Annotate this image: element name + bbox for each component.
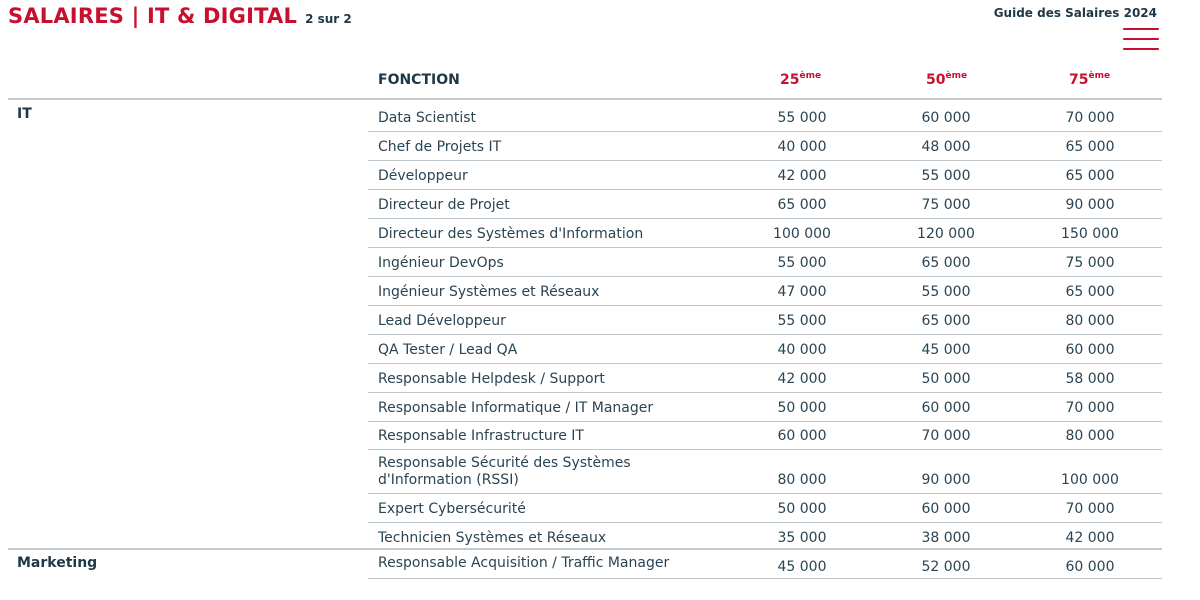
table-cell-p25: 55 000 bbox=[777, 110, 827, 126]
table-cell-p25: 42 000 bbox=[777, 371, 827, 387]
table-cell-p25: 55 000 bbox=[777, 313, 827, 329]
row-divider bbox=[368, 305, 1162, 306]
row-divider bbox=[368, 449, 1162, 450]
table-cell-p75: 70 000 bbox=[1065, 110, 1115, 126]
table-cell-p50: 55 000 bbox=[921, 284, 971, 300]
table-cell-p75: 80 000 bbox=[1065, 428, 1115, 444]
table-row-fonction: Responsable Informatique / IT Manager bbox=[378, 400, 654, 416]
table-cell-p25: 35 000 bbox=[777, 530, 827, 546]
table-cell-p25: 42 000 bbox=[777, 168, 827, 184]
table-cell-p75: 75 000 bbox=[1065, 255, 1115, 271]
table-cell-p50: 50 000 bbox=[921, 371, 971, 387]
table-cell-p50: 60 000 bbox=[921, 400, 971, 416]
table-cell-p25: 80 000 bbox=[777, 472, 827, 488]
table-cell-p75: 58 000 bbox=[1065, 371, 1115, 387]
table-row-fonction: Responsable Sécurité des Systèmes d'Info… bbox=[378, 455, 631, 488]
table-row-fonction: Ingénieur Systèmes et Réseaux bbox=[378, 284, 600, 300]
table-cell-p50: 60 000 bbox=[921, 501, 971, 517]
table-row-fonction: Expert Cybersécurité bbox=[378, 501, 526, 517]
table-row-fonction: Responsable Infrastructure IT bbox=[378, 428, 584, 444]
column-header-p50: 50ème bbox=[926, 71, 968, 89]
row-divider bbox=[368, 522, 1162, 523]
table-cell-p50: 45 000 bbox=[921, 342, 971, 358]
table-cell-p25: 47 000 bbox=[777, 284, 827, 300]
row-divider bbox=[368, 578, 1162, 579]
header-divider bbox=[8, 98, 1162, 100]
table-row-fonction: Directeur des Systèmes d'Information bbox=[378, 226, 644, 242]
category-divider bbox=[8, 548, 1162, 550]
category-label-it: IT bbox=[17, 106, 32, 122]
table-row-fonction: QA Tester / Lead QA bbox=[378, 342, 518, 358]
table-cell-p75: 100 000 bbox=[1061, 472, 1119, 488]
table-cell-p75: 70 000 bbox=[1065, 501, 1115, 517]
table-cell-p50: 52 000 bbox=[921, 559, 971, 575]
row-divider bbox=[368, 493, 1162, 494]
table-row-fonction: Directeur de Projet bbox=[378, 197, 510, 213]
table-cell-p75: 65 000 bbox=[1065, 139, 1115, 155]
row-divider bbox=[368, 276, 1162, 277]
table-row-fonction: Data Scientist bbox=[378, 110, 476, 126]
row-divider bbox=[368, 247, 1162, 248]
table-cell-p50: 48 000 bbox=[921, 139, 971, 155]
table-cell-p25: 100 000 bbox=[773, 226, 831, 242]
table-cell-p50: 60 000 bbox=[921, 110, 971, 126]
row-divider bbox=[368, 160, 1162, 161]
column-header-fonction: FONCTION bbox=[378, 72, 460, 88]
table-cell-p50: 120 000 bbox=[917, 226, 975, 242]
table-cell-p50: 65 000 bbox=[921, 313, 971, 329]
table-cell-p75: 80 000 bbox=[1065, 313, 1115, 329]
row-divider bbox=[368, 392, 1162, 393]
table-cell-p25: 50 000 bbox=[777, 400, 827, 416]
table-row-fonction: Développeur bbox=[378, 168, 468, 184]
column-header-p25: 25ème bbox=[780, 71, 822, 89]
column-header-p75: 75ème bbox=[1069, 71, 1111, 89]
table-cell-p75: 70 000 bbox=[1065, 400, 1115, 416]
table-cell-p75: 65 000 bbox=[1065, 168, 1115, 184]
table-row-fonction: Responsable Acquisition / Traffic Manage… bbox=[378, 555, 670, 571]
table-cell-p75: 60 000 bbox=[1065, 342, 1115, 358]
table-cell-p75: 65 000 bbox=[1065, 284, 1115, 300]
page-title: SALAIRES | IT & DIGITAL bbox=[8, 4, 298, 28]
table-cell-p75: 60 000 bbox=[1065, 559, 1115, 575]
page-title-block: SALAIRES | IT & DIGITAL 2 sur 2 bbox=[8, 4, 352, 28]
table-cell-p50: 75 000 bbox=[921, 197, 971, 213]
table-cell-p25: 40 000 bbox=[777, 342, 827, 358]
guide-title: Guide des Salaires 2024 bbox=[993, 6, 1157, 20]
row-divider bbox=[368, 363, 1162, 364]
table-cell-p25: 45 000 bbox=[777, 559, 827, 575]
table-cell-p25: 55 000 bbox=[777, 255, 827, 271]
row-divider bbox=[368, 189, 1162, 190]
page-indicator: 2 sur 2 bbox=[305, 12, 352, 26]
table-cell-p25: 40 000 bbox=[777, 139, 827, 155]
table-cell-p75: 42 000 bbox=[1065, 530, 1115, 546]
table-row-fonction: Responsable Helpdesk / Support bbox=[378, 371, 605, 387]
table-cell-p25: 50 000 bbox=[777, 501, 827, 517]
table-cell-p50: 70 000 bbox=[921, 428, 971, 444]
category-label-marketing: Marketing bbox=[17, 555, 98, 571]
row-divider bbox=[368, 334, 1162, 335]
table-cell-p50: 90 000 bbox=[921, 472, 971, 488]
table-cell-p50: 55 000 bbox=[921, 168, 971, 184]
table-cell-p25: 60 000 bbox=[777, 428, 827, 444]
row-divider bbox=[368, 421, 1162, 422]
table-cell-p75: 150 000 bbox=[1061, 226, 1119, 242]
table-cell-p50: 65 000 bbox=[921, 255, 971, 271]
hamburger-menu-icon[interactable] bbox=[1123, 27, 1159, 51]
row-divider bbox=[368, 218, 1162, 219]
table-row-fonction: Ingénieur DevOps bbox=[378, 255, 504, 271]
table-cell-p50: 38 000 bbox=[921, 530, 971, 546]
table-row-fonction: Lead Développeur bbox=[378, 313, 506, 329]
table-cell-p75: 90 000 bbox=[1065, 197, 1115, 213]
table-cell-p25: 65 000 bbox=[777, 197, 827, 213]
table-row-fonction: Chef de Projets IT bbox=[378, 139, 502, 155]
table-row-fonction: Technicien Systèmes et Réseaux bbox=[378, 530, 607, 546]
row-divider bbox=[368, 131, 1162, 132]
